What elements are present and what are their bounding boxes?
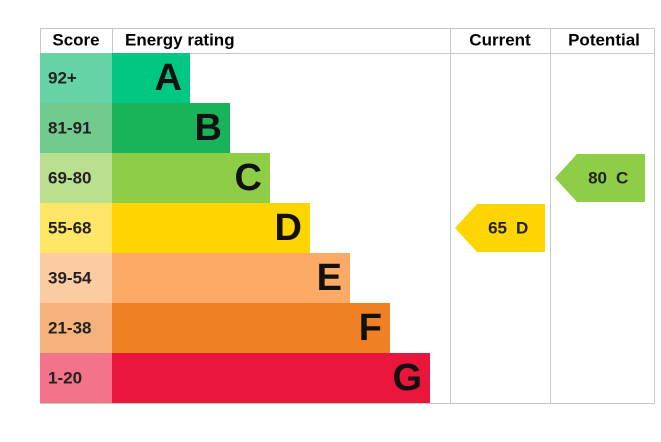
band-letter: E [317,257,342,299]
score-cell [40,253,112,303]
band-letter: A [155,57,182,99]
band-letter: D [275,207,302,249]
score-range: 81-91 [48,118,91,137]
rating-bar [112,53,190,103]
band-letter: B [195,107,222,149]
score-range: 55-68 [48,218,91,237]
potential-band: C [616,168,628,187]
header-rating: Energy rating [125,30,235,49]
score-cell [40,153,112,203]
score-cell [40,203,112,253]
band-letter: C [235,157,262,199]
score-range: 1-20 [48,368,82,387]
header-score: Score [52,30,99,49]
score-range: 39-54 [48,268,92,287]
header-potential: Potential [568,30,640,49]
band-letter: G [392,357,422,399]
rating-bar [112,303,390,353]
potential-arrow [555,154,645,202]
rating-bar [112,253,350,303]
score-range: 69-80 [48,168,91,187]
potential-score: 80 [588,168,607,187]
score-cell [40,103,112,153]
score-cell [40,353,112,403]
rating-bar [112,203,310,253]
rating-bar [112,103,230,153]
header-current: Current [469,30,531,49]
rating-bar [112,353,430,403]
score-cell [40,53,112,103]
current-score: 65 [488,218,507,237]
score-range: 92+ [48,68,77,87]
current-arrow [455,204,545,252]
score-range: 21-38 [48,318,91,337]
score-cell [40,303,112,353]
current-band: D [516,218,528,237]
rating-bar [112,153,270,203]
band-letter: F [359,307,382,349]
